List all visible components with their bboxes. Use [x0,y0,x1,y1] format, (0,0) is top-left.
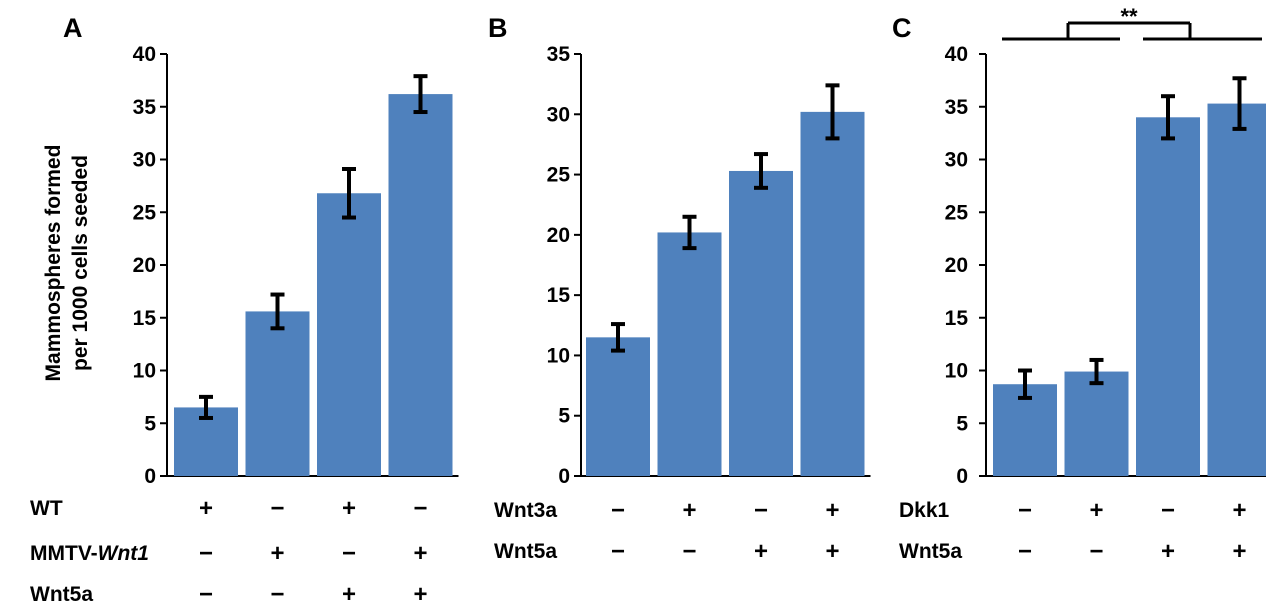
y-tick-label: 0 [558,465,570,488]
error-bar [825,83,840,141]
minus-sign: − [1018,538,1032,565]
y-tick-label: 35 [547,43,571,66]
y-tick-label: 20 [547,224,570,247]
plus-sign: + [199,495,213,522]
error-bar [754,152,768,190]
error-bar [1089,357,1104,386]
y-tick-label: 30 [133,149,156,172]
panel-a: A 0 5 10 15 20 25 30 35 40 WT + − + − MMTV-Wnt1 − + − + Wnt5… [30,13,459,605]
y-tick-label: 5 [558,405,570,428]
plus-sign: + [413,540,427,567]
condition-label: Wnt3a [494,499,557,522]
significance-marker: ** [1120,4,1138,29]
y-tick-label: 35 [945,96,969,119]
y-tick-label: 25 [133,201,157,224]
minus-sign: − [682,538,696,565]
bar [586,337,650,476]
bar [317,193,381,476]
error-bar [270,292,285,331]
plus-sign: + [754,538,768,565]
minus-sign: − [199,581,213,605]
error-bar [413,74,428,115]
minus-sign: − [1161,497,1175,524]
bar [729,170,793,476]
error-bar [611,322,625,353]
y-tick-label: 25 [945,201,969,224]
plus-sign: + [342,495,356,522]
minus-sign: − [1018,497,1032,524]
minus-sign: − [611,538,625,565]
y-tick-label: 5 [144,412,156,435]
error-bar [682,214,697,251]
error-bar [342,166,356,220]
minus-sign: − [342,540,356,567]
plus-sign: + [1161,538,1175,565]
condition-label: Wnt5a [494,540,557,563]
error-bar [199,394,213,420]
plus-sign: + [825,538,839,565]
bar [657,232,722,476]
bar [388,94,453,476]
minus-sign: − [754,497,768,524]
y-tick-label: 25 [547,164,571,187]
minus-sign: − [611,497,625,524]
condition-label: MMTV-Wnt1 [30,542,149,565]
bar [1064,371,1129,476]
condition-label: WT [30,497,63,520]
y-tick-label: 30 [945,149,968,172]
panel-c: C 0 5 10 15 20 25 30 35 40 Dkk1 − + − + Wnt5a − − + + [892,13,1266,565]
y-tick-label: 5 [956,412,968,435]
y-tick-label: 20 [133,254,156,277]
error-bar [1018,368,1032,400]
condition-label: Dkk1 [899,499,950,522]
condition-label: Wnt5a [899,540,962,563]
plus-sign: + [342,581,356,605]
bar [800,111,865,477]
y-tick-label: 40 [133,43,156,66]
y-tick-label: 15 [133,307,157,330]
bar [1207,103,1266,477]
plus-sign: + [1232,497,1246,524]
y-axis-title-line2: per 1000 cells seeded [69,155,92,371]
y-tick-label: 20 [945,254,968,277]
panel-label: A [63,13,83,43]
plus-sign: + [825,497,839,524]
significance-bracket: ** [1002,4,1262,41]
y-tick-label: 15 [547,284,571,307]
minus-sign: − [1089,538,1103,565]
error-bar [1232,76,1247,131]
plus-sign: + [413,581,427,605]
y-tick-label: 10 [547,344,570,367]
y-axis-title-line1: Mammospheres formed [42,145,65,382]
bar [245,311,310,476]
y-tick-label: 10 [945,360,968,383]
plus-sign: + [682,497,696,524]
bar [1136,117,1200,477]
y-tick-label: 0 [956,465,968,488]
plus-sign: + [270,540,284,567]
y-tick-label: 10 [133,360,156,383]
plus-sign: + [1089,497,1103,524]
y-tick-label: 0 [144,465,156,488]
y-axis-title: Mammospheres formed per 1000 cells seede… [42,145,92,382]
panel-label: B [488,13,508,43]
y-tick-label: 40 [945,43,968,66]
error-bar [1161,94,1175,141]
condition-label: Wnt5a [30,583,93,605]
panel-b: B 0 5 10 15 20 25 30 35 Wnt3a − + − + Wnt5a − − + + [488,13,871,565]
panel-label: C [892,13,912,43]
y-tick-label: 30 [547,103,570,126]
minus-sign: − [270,495,284,522]
plus-sign: + [1232,538,1246,565]
minus-sign: − [270,581,284,605]
y-tick-label: 15 [945,307,969,330]
minus-sign: − [199,540,213,567]
y-tick-label: 35 [133,96,157,119]
minus-sign: − [413,495,427,522]
